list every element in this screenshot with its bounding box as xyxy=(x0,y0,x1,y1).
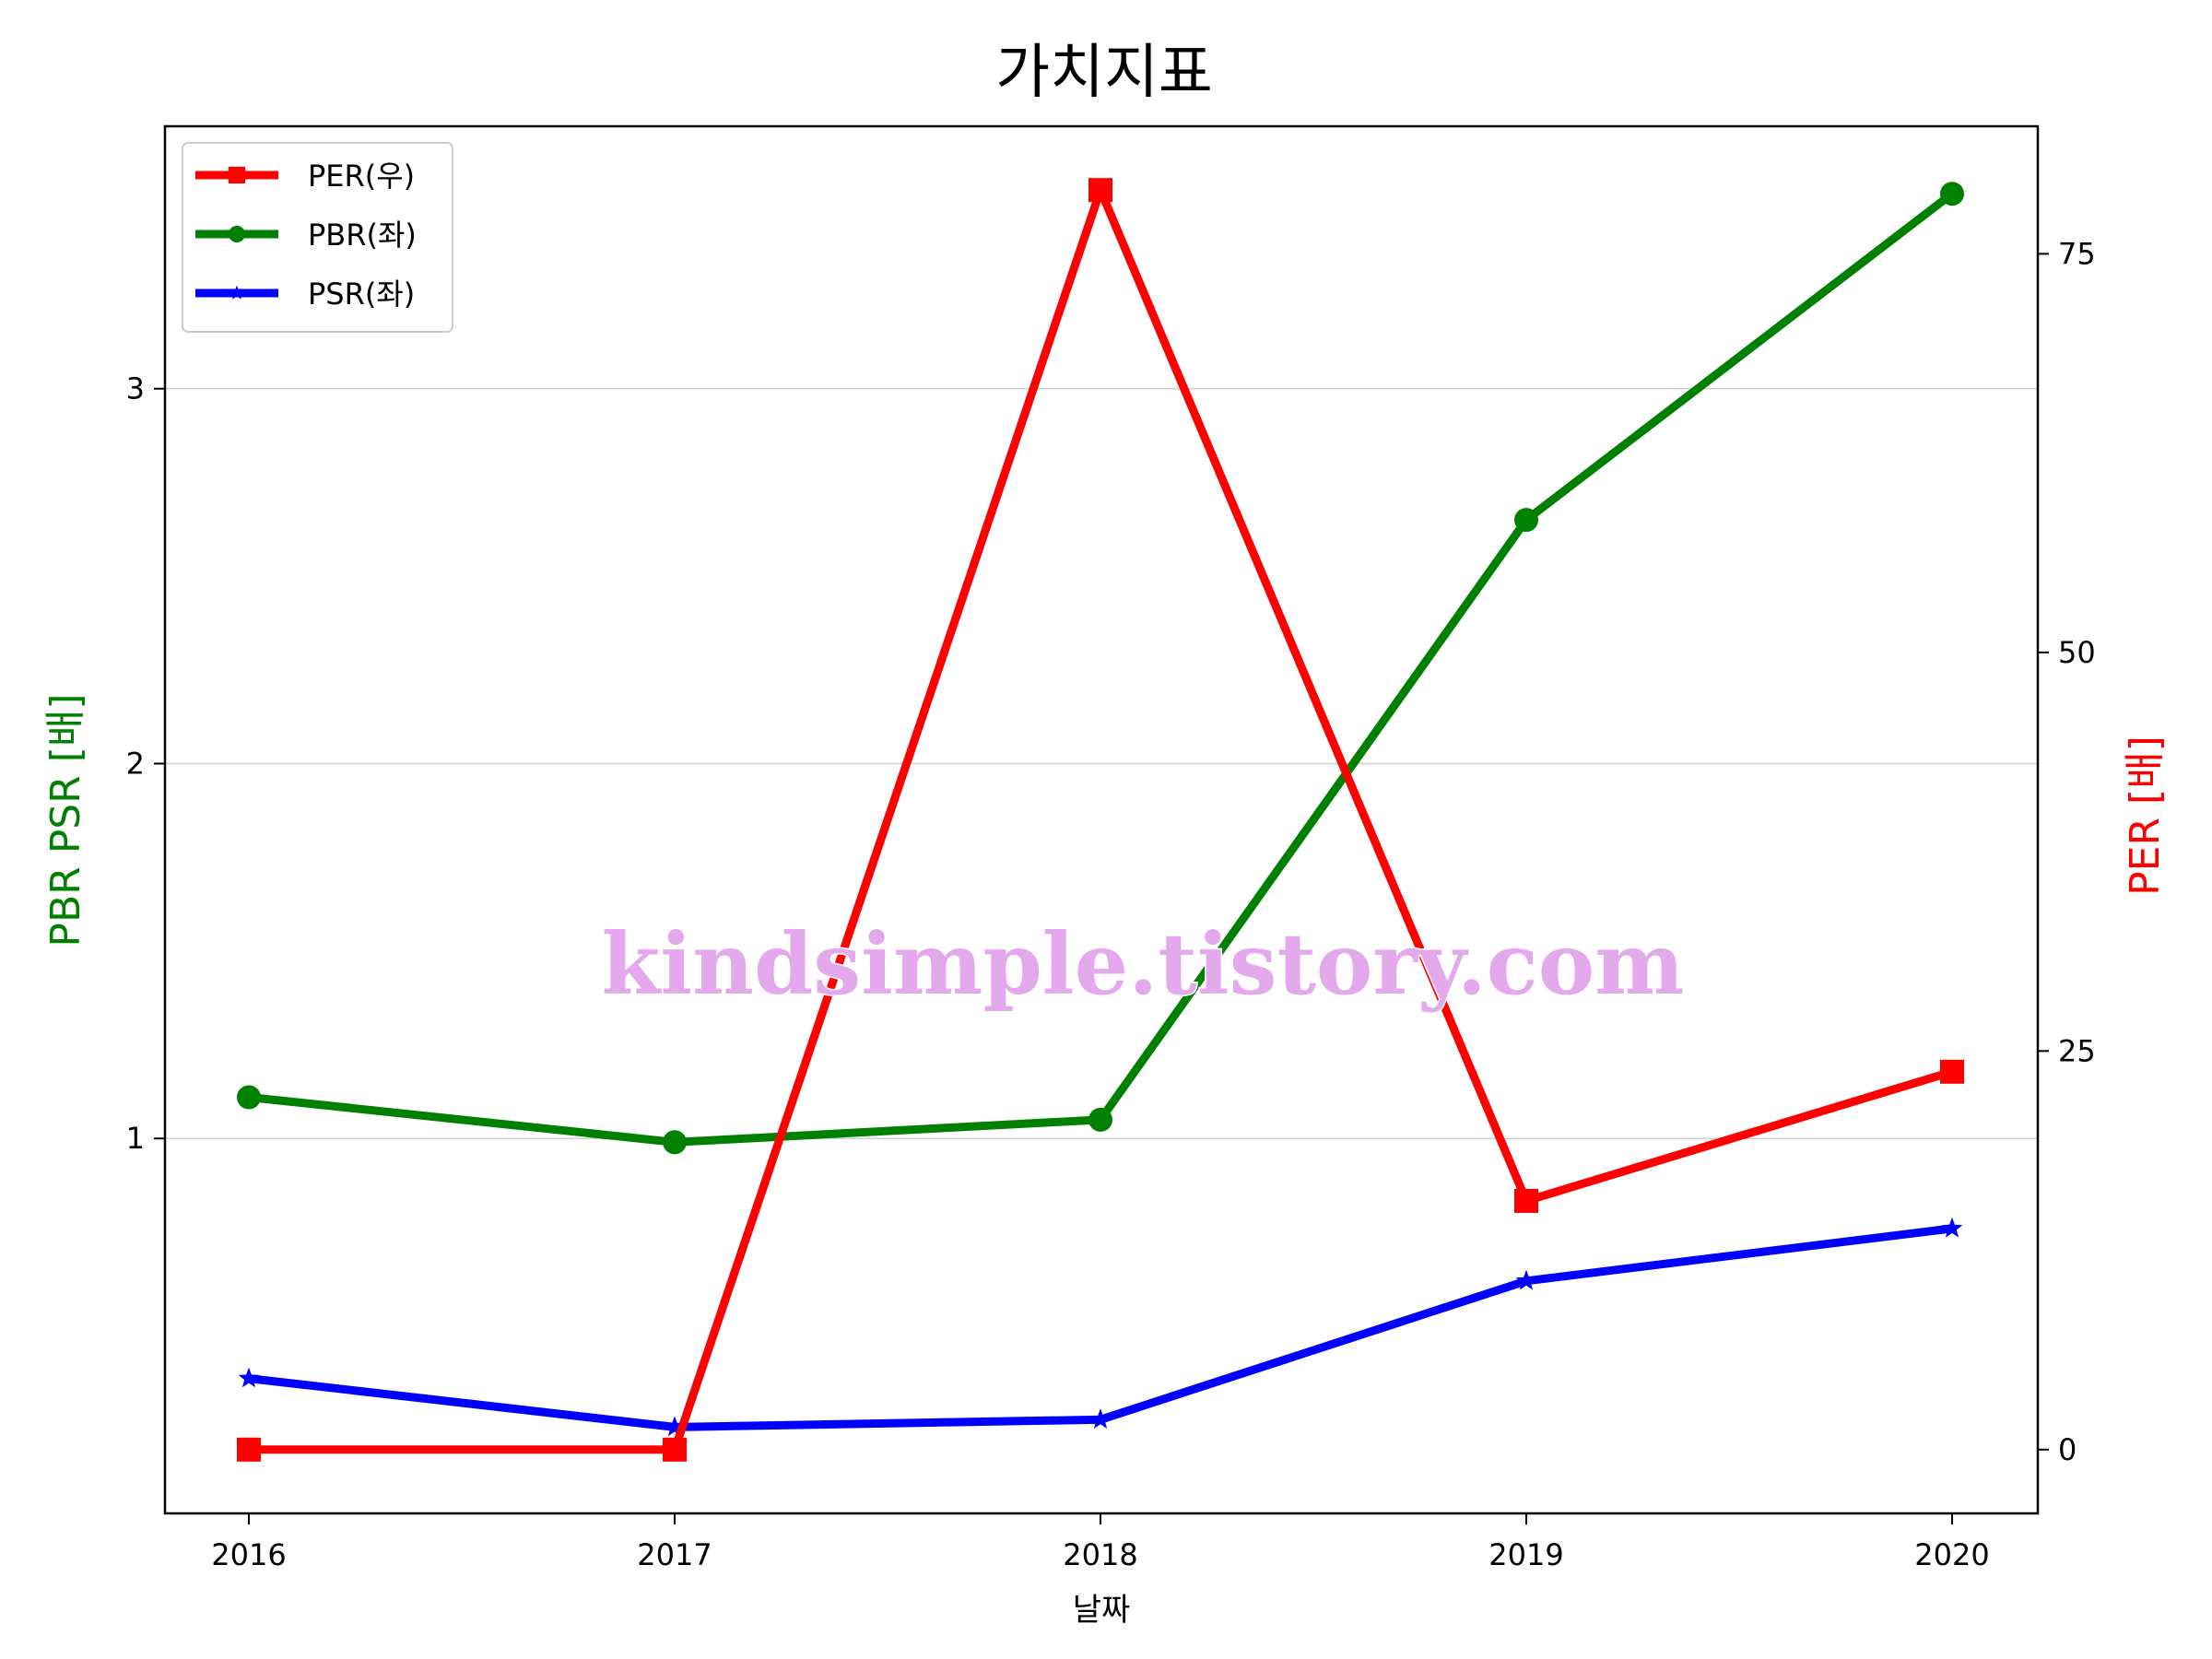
legend-marker-psr xyxy=(229,285,244,300)
psr-point-2016 xyxy=(238,1367,260,1388)
x-axis-label: 날짜 xyxy=(1073,1592,1131,1629)
right-y-tick-label-25: 25 xyxy=(2058,1033,2096,1068)
watermark-text: kindsimple.tistory.com xyxy=(601,914,1684,1014)
per-point-2020 xyxy=(1940,1059,1964,1084)
right-y-axis-label: PER [배] xyxy=(2122,735,2169,896)
per-point-2017 xyxy=(663,1437,687,1462)
psr-point-2018 xyxy=(1089,1408,1112,1429)
left-y-tick-label-1: 1 xyxy=(126,1121,145,1156)
psr-point-2017 xyxy=(664,1416,686,1437)
x-axis: 2016 2017 2018 2019 2020 xyxy=(211,1513,1990,1572)
legend: PER(우) PBR(좌) PSR(좌) xyxy=(182,142,453,333)
legend-label-psr: PSR(좌) xyxy=(308,276,415,312)
right-y-tick-label-50: 50 xyxy=(2058,635,2096,670)
left-y-axis-label: PBR PSR [배] xyxy=(42,693,89,947)
right-y-axis: 0 25 50 75 xyxy=(2038,236,2096,1467)
per-point-2018 xyxy=(1088,178,1112,203)
left-y-tick-label-2: 2 xyxy=(126,746,145,781)
right-y-tick-label-75: 75 xyxy=(2058,236,2096,271)
chart-title: 가치지표 xyxy=(995,39,1213,107)
legend-marker-pbr xyxy=(228,225,246,243)
pbr-point-2017 xyxy=(663,1130,687,1155)
legend-box xyxy=(182,142,453,333)
per-point-2016 xyxy=(237,1437,261,1462)
pbr-point-2020 xyxy=(1940,182,1964,206)
per-point-2019 xyxy=(1514,1188,1538,1213)
x-tick-label-2017: 2017 xyxy=(637,1537,712,1572)
legend-marker-per xyxy=(228,166,246,184)
x-tick-label-2019: 2019 xyxy=(1488,1537,1563,1572)
left-y-tick-label-3: 3 xyxy=(126,371,145,406)
left-y-axis: 1 2 3 xyxy=(126,371,165,1156)
psr-point-2019 xyxy=(1515,1269,1537,1290)
series-layer xyxy=(237,178,1964,1462)
legend-label-pbr: PBR(좌) xyxy=(308,218,417,253)
legend-label-per: PER(우) xyxy=(308,159,415,194)
pbr-point-2019 xyxy=(1514,508,1538,533)
x-tick-label-2018: 2018 xyxy=(1063,1537,1137,1572)
x-tick-label-2016: 2016 xyxy=(211,1537,286,1572)
x-tick-label-2020: 2020 xyxy=(1914,1537,1989,1572)
right-y-tick-label-0: 0 xyxy=(2058,1432,2077,1467)
pbr-point-2018 xyxy=(1088,1107,1112,1132)
psr-point-2020 xyxy=(1941,1217,1963,1238)
pbr-point-2016 xyxy=(237,1085,261,1110)
